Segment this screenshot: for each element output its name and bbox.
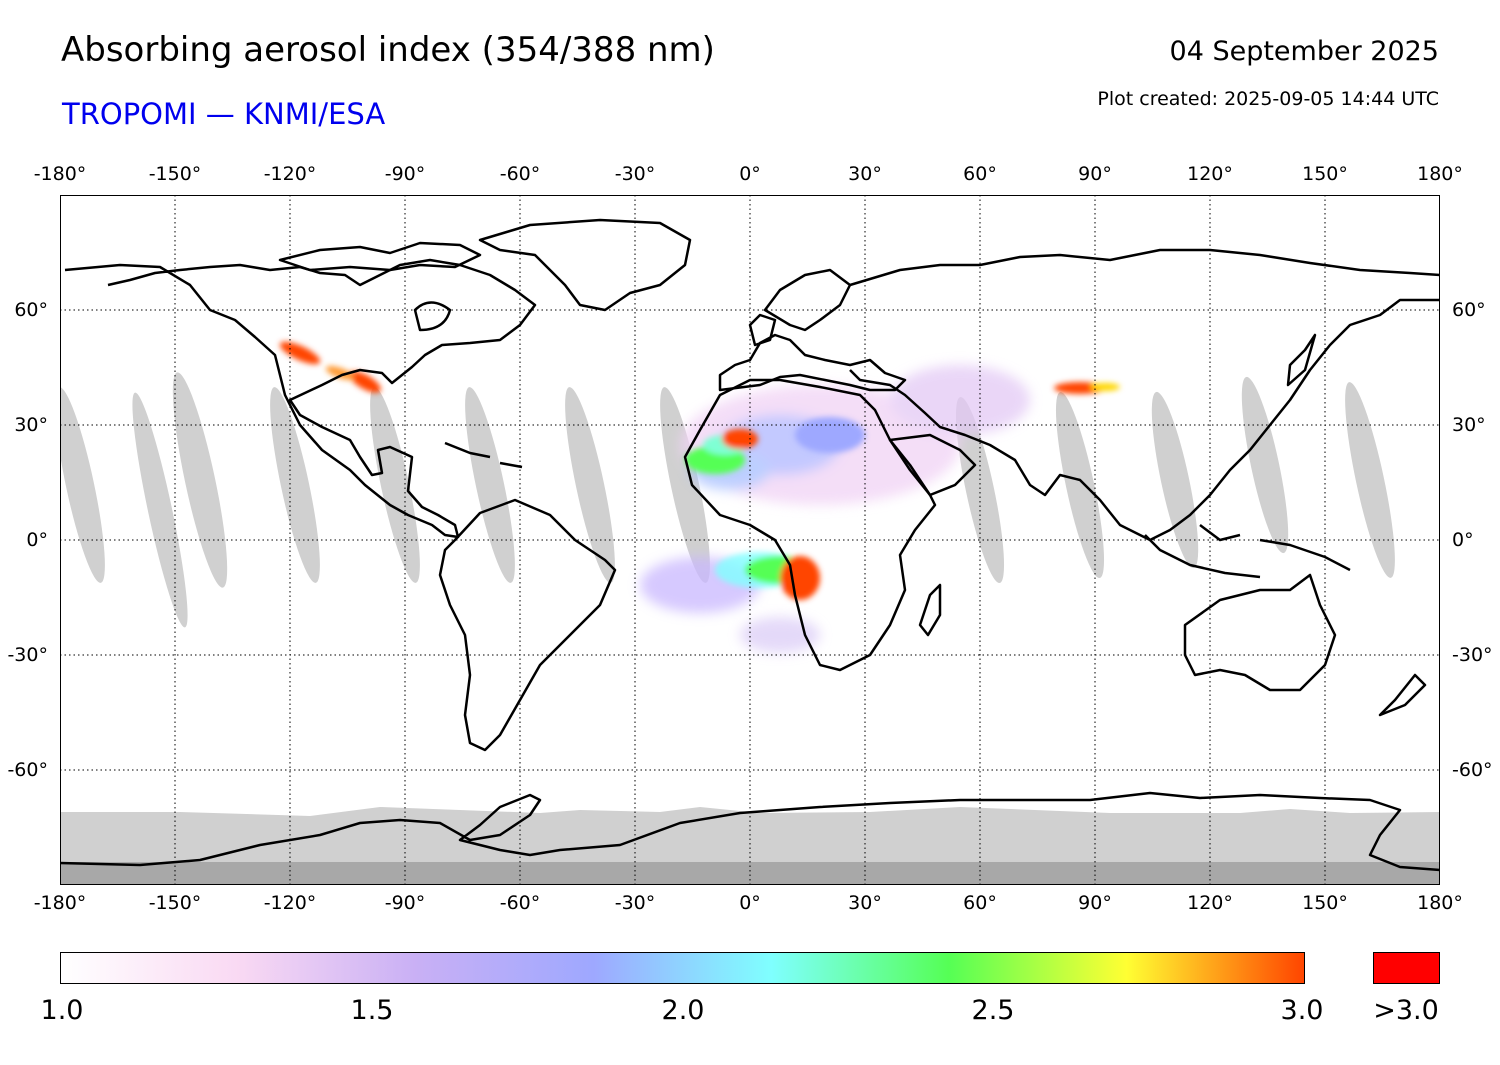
colorbar-gradient (60, 952, 1305, 984)
lon-tick-top: -90° (384, 163, 426, 185)
lon-tick-top: -120° (263, 163, 317, 185)
lon-tick-top: -30° (614, 163, 656, 185)
lon-tick-bottom: 30° (848, 892, 882, 914)
lat-tick-right: 30° (1452, 414, 1486, 436)
lon-tick-top: -180° (33, 163, 87, 185)
colorbar-label: 2.5 (971, 995, 1015, 1026)
lon-tick-top: 60° (963, 163, 997, 185)
coastlines (60, 218, 1440, 872)
colorbar-label: 1.0 (40, 995, 84, 1026)
lon-tick-bottom: -180° (33, 892, 87, 914)
lon-tick-bottom: 0° (739, 892, 761, 914)
colorbar-label: 3.0 (1280, 995, 1324, 1026)
lon-tick-bottom: 120° (1187, 892, 1233, 914)
lon-tick-bottom: -120° (263, 892, 317, 914)
lat-tick-right: 0° (1452, 529, 1474, 551)
lon-tick-bottom: -90° (384, 892, 426, 914)
map-subtitle: TROPOMI — KNMI/ESA (62, 97, 386, 131)
lon-tick-top: 150° (1302, 163, 1348, 185)
map-title: Absorbing aerosol index (354/388 nm) (61, 30, 715, 70)
colorbar-overflow-label: >3.0 (1373, 995, 1439, 1026)
lon-tick-top: 120° (1187, 163, 1233, 185)
graticule (60, 195, 1440, 885)
lon-tick-top: 0° (739, 163, 761, 185)
lat-tick-left: 30° (14, 414, 48, 436)
aerosol-plumes (279, 341, 1120, 600)
lon-tick-bottom: -60° (499, 892, 541, 914)
lon-tick-bottom: 60° (963, 892, 997, 914)
lon-tick-top: -60° (499, 163, 541, 185)
lon-tick-top: 30° (848, 163, 882, 185)
lon-tick-bottom: -150° (148, 892, 202, 914)
lon-tick-bottom: 180° (1417, 892, 1463, 914)
polar-night-band (60, 862, 1440, 885)
lat-tick-right: -30° (1452, 644, 1493, 666)
lon-tick-top: -150° (148, 163, 202, 185)
lon-tick-bottom: 150° (1302, 892, 1348, 914)
colorbar-label: 1.5 (350, 995, 394, 1026)
lat-tick-right: -60° (1452, 759, 1493, 781)
lon-tick-top: 180° (1417, 163, 1463, 185)
lat-tick-right: 60° (1452, 299, 1486, 321)
lon-tick-bottom: 90° (1078, 892, 1112, 914)
lat-tick-left: -30° (7, 644, 48, 666)
plot-created-timestamp: Plot created: 2025-09-05 14:44 UTC (1097, 88, 1439, 110)
colorbar-label: 2.0 (661, 995, 705, 1026)
no-data-swath-gaps (60, 372, 1395, 628)
colorbar-overflow-swatch (1373, 952, 1440, 984)
lat-tick-left: -60° (7, 759, 48, 781)
world-map[interactable] (60, 195, 1440, 885)
map-date: 04 September 2025 (1169, 36, 1439, 67)
lon-tick-bottom: -30° (614, 892, 656, 914)
lon-tick-top: 90° (1078, 163, 1112, 185)
lat-tick-left: 60° (14, 299, 48, 321)
lat-tick-left: 0° (26, 529, 48, 551)
